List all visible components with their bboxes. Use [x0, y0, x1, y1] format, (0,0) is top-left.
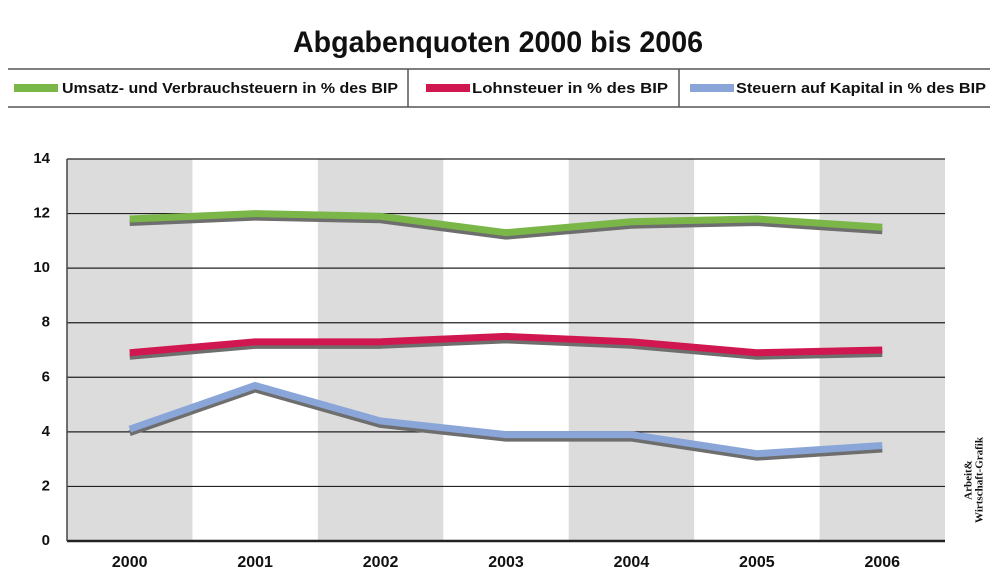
- x-tick-label: 2003: [488, 554, 524, 571]
- legend-label: Lohnsteuer in % des BIP: [472, 80, 668, 97]
- credit-text: Arbeit&: [963, 460, 975, 500]
- line-shadow: [129, 214, 883, 240]
- series-line: [129, 210, 883, 237]
- credit: Arbeit& Wirtschaft-Grafik: [963, 436, 986, 523]
- x-tick-label: 2001: [237, 554, 273, 571]
- y-tick-label: 10: [33, 259, 50, 276]
- y-tick-label: 14: [33, 150, 50, 167]
- y-tick-label: 2: [42, 477, 50, 494]
- credit-text: Wirtschaft-Grafik: [974, 436, 986, 523]
- legend-swatch: [426, 84, 470, 92]
- line-shadow: [129, 337, 883, 360]
- x-tick-label: 2006: [864, 554, 900, 571]
- x-tick-label: 2000: [112, 554, 148, 571]
- series-line: [129, 332, 883, 357]
- legend-label: Umsatz- und Verbrauchsteuern in % des BI…: [62, 80, 398, 97]
- y-tick-label: 12: [33, 205, 50, 222]
- series-line: [128, 381, 883, 458]
- line-shadow: [128, 386, 883, 461]
- x-tick-label: 2005: [739, 554, 775, 571]
- y-tick-label: 6: [42, 368, 50, 385]
- legend-label: Steuern auf Kapital in % des BIP: [736, 80, 986, 97]
- legend-swatch: [14, 84, 58, 92]
- chart-title: Abgabenquoten 2000 bis 2006: [293, 26, 703, 59]
- legend-swatch: [690, 84, 734, 92]
- y-tick-label: 8: [42, 314, 50, 331]
- y-tick-label: 0: [42, 532, 50, 549]
- x-tick-label: 2002: [363, 554, 399, 571]
- x-tick-label: 2004: [614, 554, 650, 571]
- y-tick-label: 4: [42, 423, 51, 440]
